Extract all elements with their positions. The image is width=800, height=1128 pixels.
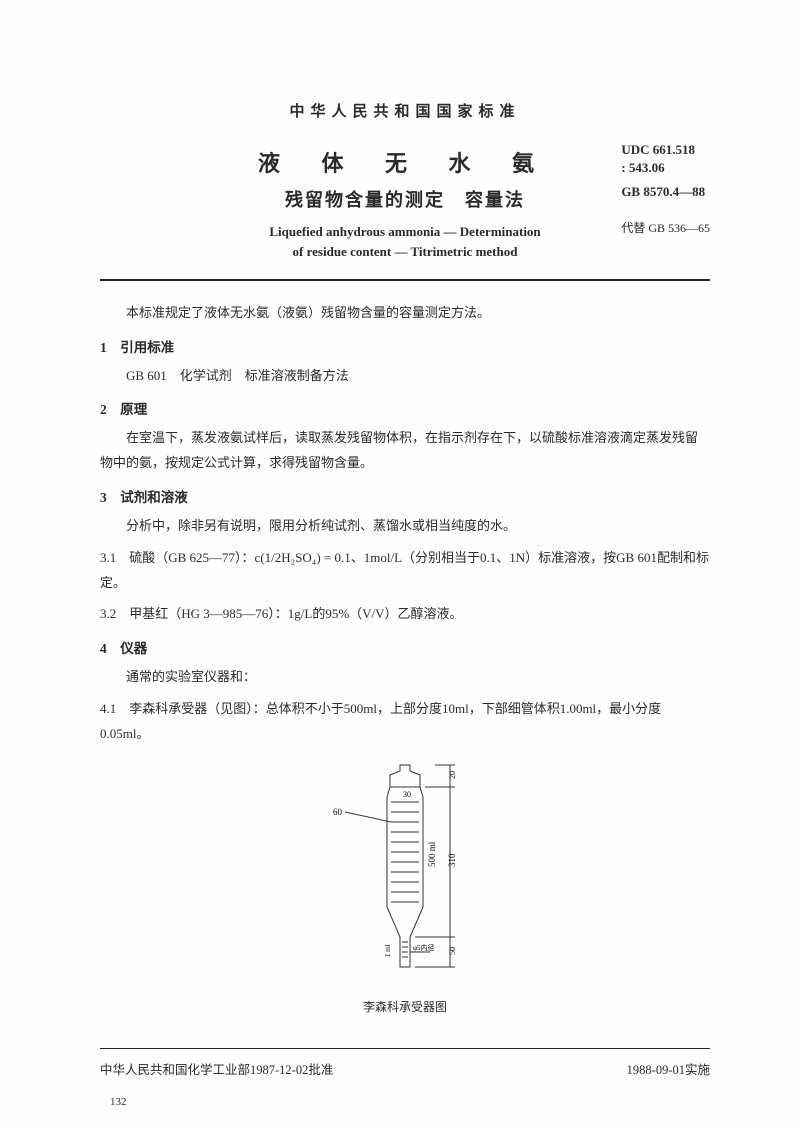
footer-effective: 1988-09-01实施 [627,1059,710,1078]
apparatus-diagram: 30 60 20 500 ml 310 50 1 ml φ5内径 李森科承受器图 [100,757,710,1015]
footer-approved: 中华人民共和国化学工业部1987-12-02批准 [100,1059,333,1078]
replaces-value: GB 536—65 [648,221,710,235]
diagram-label-20: 20 [448,771,457,779]
section-2-text: 在室温下，蒸发液氨试样后，读取蒸发残留物体积，在指示剂存在下，以硫酸标准溶液滴定… [100,426,710,475]
classification-codes: UDC 661.518 : 543.06 GB 8570.4—88 代替 GB … [621,141,710,236]
replaces-label: 代替 [621,221,645,235]
diagram-caption: 李森科承受器图 [100,998,710,1015]
intro-text: 本标准规定了液体无水氨（液氨）残留物含量的容量测定方法。 [100,301,710,326]
footer-divider [100,1048,710,1049]
diagram-label-310: 310 [447,853,457,867]
diagram-label-500ml: 500 ml [427,841,437,867]
diagram-label-50: 50 [448,947,457,955]
diagram-label-1ml: 1 ml [384,944,392,957]
udc-code-2: : 543.06 [621,159,710,177]
section-3-2: 3.2 甲基红（HG 3—985—76）：1g/L的95%（V/V）乙醇溶液。 [100,602,710,627]
diagram-label-phi5: φ5内径 [413,943,435,952]
diagram-label-60: 60 [333,807,343,817]
section-3-1: 3.1 硫酸（GB 625—77）：c(1/2H₂SO₄) = 0.1、1mol… [100,546,710,595]
section-2-title: 2 原理 [100,398,710,418]
replaces-code: 代替 GB 536—65 [621,220,710,237]
section-1-title: 1 引用标准 [100,336,710,356]
udc-code-1: UDC 661.518 [621,141,710,159]
title-en-1: Liquefied anhydrous ammonia — Determinat… [100,222,710,242]
section-4-intro: 通常的实验室仪器和： [100,665,710,690]
title-main-cn: 液 体 无 水 氨 [100,146,710,178]
divider-top [100,279,710,281]
section-1-item: GB 601 化学试剂 标准溶液制备方法 [100,364,710,389]
title-block: UDC 661.518 : 543.06 GB 8570.4—88 代替 GB … [100,146,710,261]
section-4-1: 4.1 李森科承受器（见图）：总体积不小于500ml，上部分度10ml，下部细管… [100,697,710,746]
section-3-title: 3 试剂和溶液 [100,486,710,506]
title-sub-cn: 残留物含量的测定 容量法 [100,186,710,212]
national-standard-header: 中华人民共和国国家标准 [100,100,710,121]
page-number: 132 [110,1096,127,1108]
gb-code: GB 8570.4—88 [621,183,710,201]
title-en-2: of residue content — Titrimetric method [100,242,710,262]
section-4-title: 4 仪器 [100,637,710,657]
footer: 中华人民共和国化学工业部1987-12-02批准 1988-09-01实施 [100,1038,710,1078]
section-3-intro: 分析中，除非另有说明，限用分析纯试剂、蒸馏水或相当纯度的水。 [100,514,710,539]
diagram-label-30: 30 [403,790,411,799]
